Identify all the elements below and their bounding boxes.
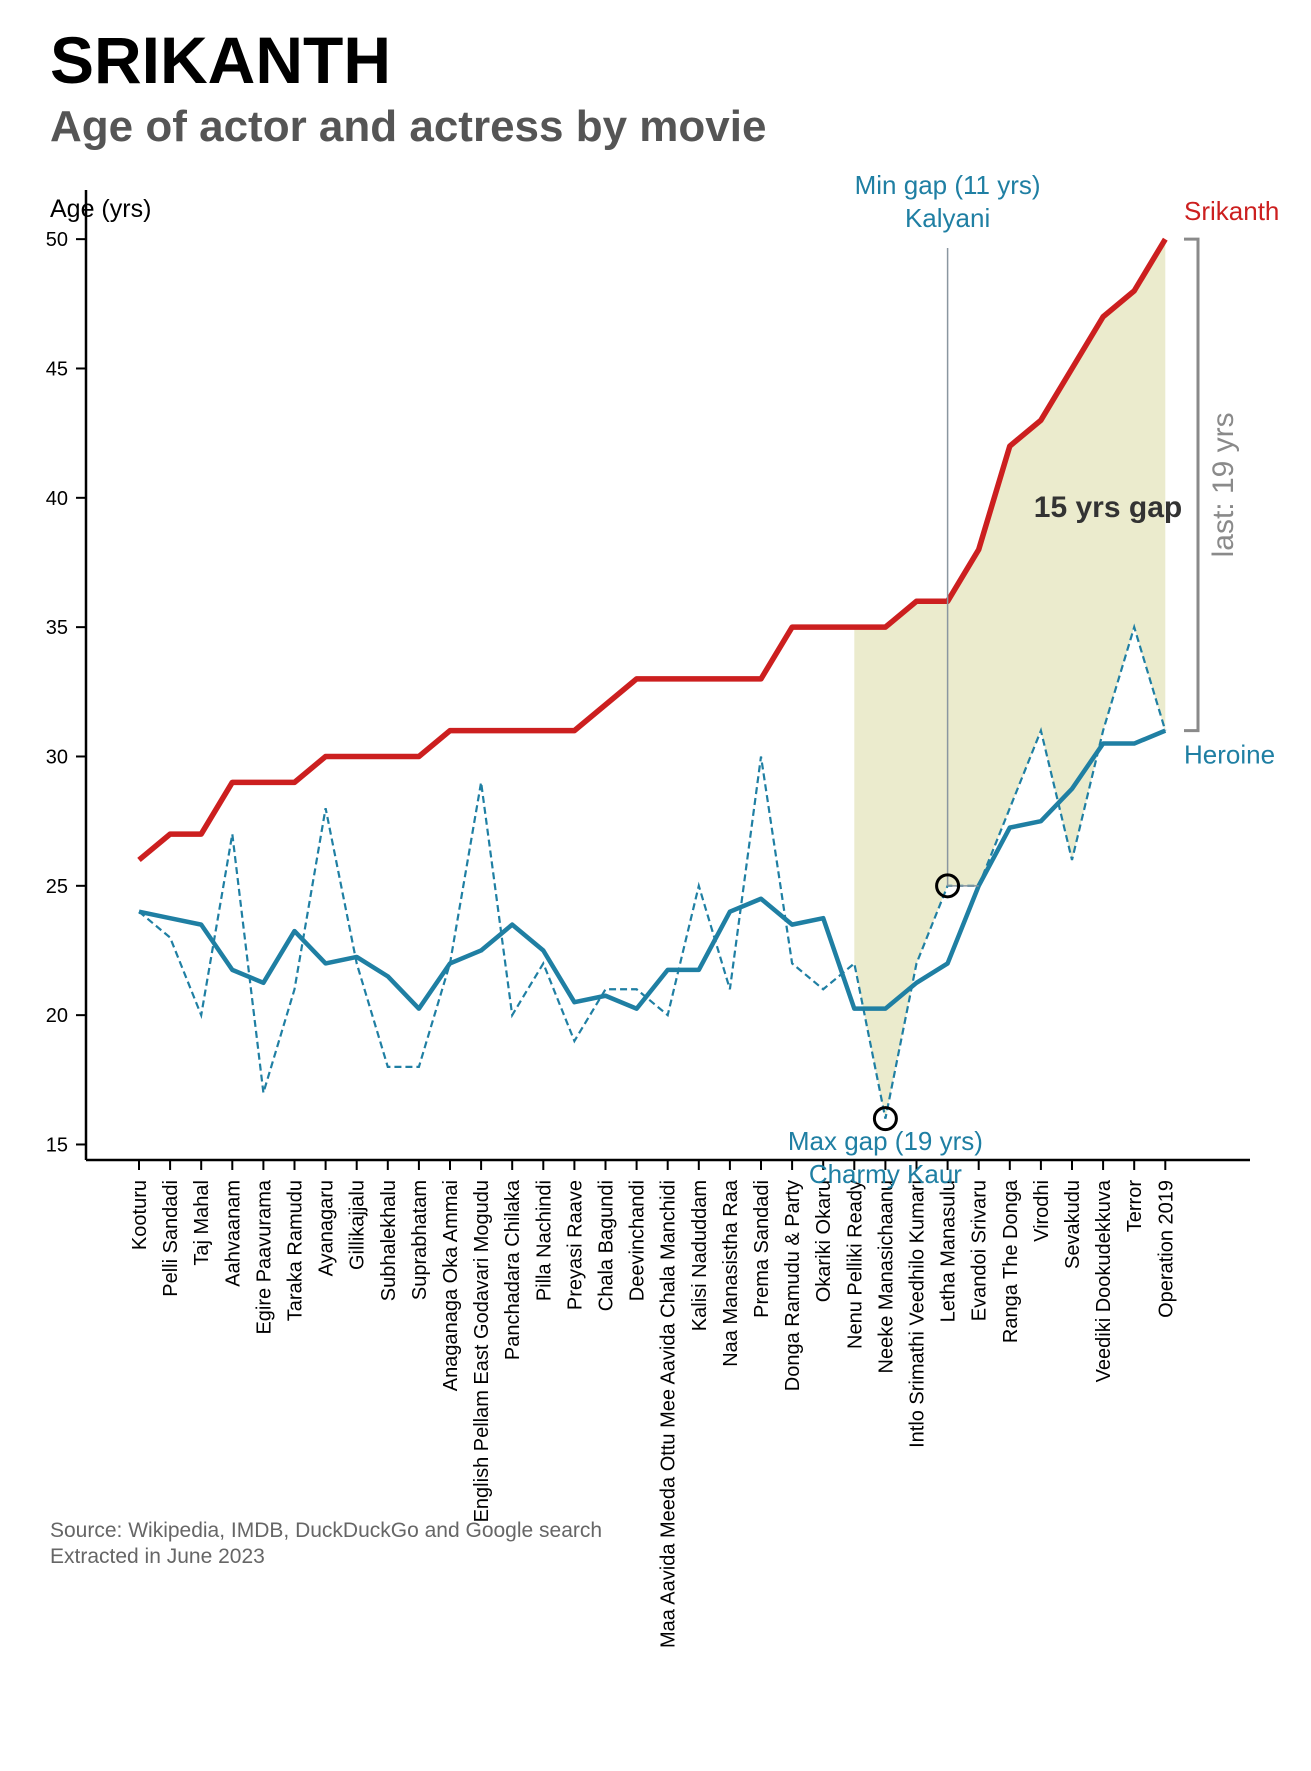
legend-heroine-label: Heroine <box>1184 740 1275 770</box>
x-tick-label: Preyasi Raave <box>564 1180 586 1310</box>
x-tick-label: Sevakudu <box>1062 1180 1084 1269</box>
x-tick-label: Ranga The Donga <box>1000 1179 1022 1343</box>
x-tick-label: Taj Mahal <box>191 1180 213 1266</box>
x-tick-label: Okariki Okaru <box>813 1180 835 1302</box>
y-tick-label: 30 <box>46 746 68 768</box>
last-gap-bracket <box>1184 237 1200 733</box>
series-lines-layer <box>137 237 1168 1119</box>
max-gap-label: Max gap (19 yrs) <box>788 1126 983 1156</box>
x-tick-label: Chala Bagundi <box>596 1180 618 1311</box>
max-gap-marker <box>872 1106 898 1132</box>
actor-age-line <box>137 237 1168 863</box>
max-gap-actress: Charmy Kaur <box>809 1159 962 1189</box>
chart-title: SRIKANTH <box>50 23 391 97</box>
x-tick-label: Deevinchandi <box>627 1180 649 1301</box>
min-gap-marker <box>935 873 961 899</box>
x-tick-label: Prema Sandadi <box>751 1180 773 1318</box>
y-tick-label: 45 <box>46 358 68 380</box>
y-tick-label: 25 <box>46 876 68 898</box>
y-axis-label: Age (yrs) <box>50 195 151 223</box>
labels-layer: Srikanth Heroine <box>1184 196 1279 769</box>
min-gap-label: Min gap (11 yrs) <box>855 170 1041 200</box>
gap-shade-layer <box>854 239 1166 1119</box>
x-tick-label: Terror <box>1124 1180 1146 1233</box>
source-line: Source: Wikipedia, IMDB, DuckDuckGo and … <box>50 1519 603 1542</box>
gap-shade-area <box>854 239 1166 1119</box>
y-tick-label: 50 <box>46 229 68 251</box>
x-tick-label: Pilla Nachindi <box>533 1180 555 1301</box>
x-tick-label: Egire Paavurama <box>253 1179 275 1334</box>
heroine-age-dashed-line <box>138 623 1167 1119</box>
x-tick-label: Nenu Pelliki Ready <box>844 1180 866 1349</box>
chart-subtitle: Age of actor and actress by movie <box>50 102 767 151</box>
x-tick-label: Gillikajjalu <box>347 1180 369 1270</box>
x-tick-label: Veediki Dookudekkuva <box>1093 1179 1115 1382</box>
x-tick-label: Maa Aavida Meeda Ottu Mee Aavida Chala M… <box>658 1180 680 1648</box>
x-tick-label: English Pellam East Godavari Mogudu <box>471 1180 493 1522</box>
x-tick-label: Pelli Sandadi <box>160 1180 182 1297</box>
extraction-date: Extracted in June 2023 <box>50 1545 265 1568</box>
y-tick-label: 40 <box>46 488 68 510</box>
x-tick-label: Operation 2019 <box>1155 1180 1177 1318</box>
annotations-layer: Min gap (11 yrs)Kalyani Max gap (19 yrs)C… <box>788 170 1240 1189</box>
x-tick-label: Virodhi <box>1031 1180 1053 1242</box>
min-gap-actress: Kalyani <box>905 203 990 233</box>
x-tick-label: Kalisi Naduddam <box>689 1180 711 1331</box>
legend-actor-label: Srikanth <box>1184 196 1279 226</box>
y-tick-label: 35 <box>46 617 68 639</box>
x-tick-label: Panchadara Chilaka <box>502 1179 524 1360</box>
x-tick-label: Ayanagaru <box>316 1180 338 1276</box>
x-tick-label: Letha Manasulu <box>938 1180 960 1322</box>
x-tick-label: Suprabhatam <box>409 1180 431 1300</box>
x-tick-label: Anaganaga Oka Ammai <box>440 1180 462 1391</box>
y-tick-label: 20 <box>46 1005 68 1027</box>
x-tick-label: Evandoi Srivaru <box>969 1180 991 1321</box>
source-note: Source: Wikipedia, IMDB, DuckDuckGo and … <box>50 1518 602 1570</box>
x-tick-label: Subhalekhalu <box>378 1180 400 1301</box>
x-tick-label: Aahvaanam <box>222 1180 244 1287</box>
y-tick-label: 15 <box>46 1134 68 1156</box>
x-tick-label: Kooturu <box>129 1180 151 1250</box>
x-tick-label: Intlo Srimathi Veedhilo Kumari <box>907 1180 929 1448</box>
gap-size-label: 15 yrs gap <box>1034 491 1182 524</box>
axes-layer: Age (yrs) 15 20 25 30 35 40 45 50 Kooturu Pelli Sa… <box>46 190 1250 1648</box>
x-tick-label: Naa Manasistha Raa <box>720 1179 742 1367</box>
heroine-trend-line <box>138 728 1167 1011</box>
x-tick-label: Taraka Ramudu <box>285 1180 307 1321</box>
x-tick-label: Donga Ramudu & Party <box>782 1180 804 1391</box>
last-gap-label: last: 19 yrs <box>1207 412 1240 557</box>
x-tick-label: Neeke Manasichaanu <box>875 1180 897 1373</box>
